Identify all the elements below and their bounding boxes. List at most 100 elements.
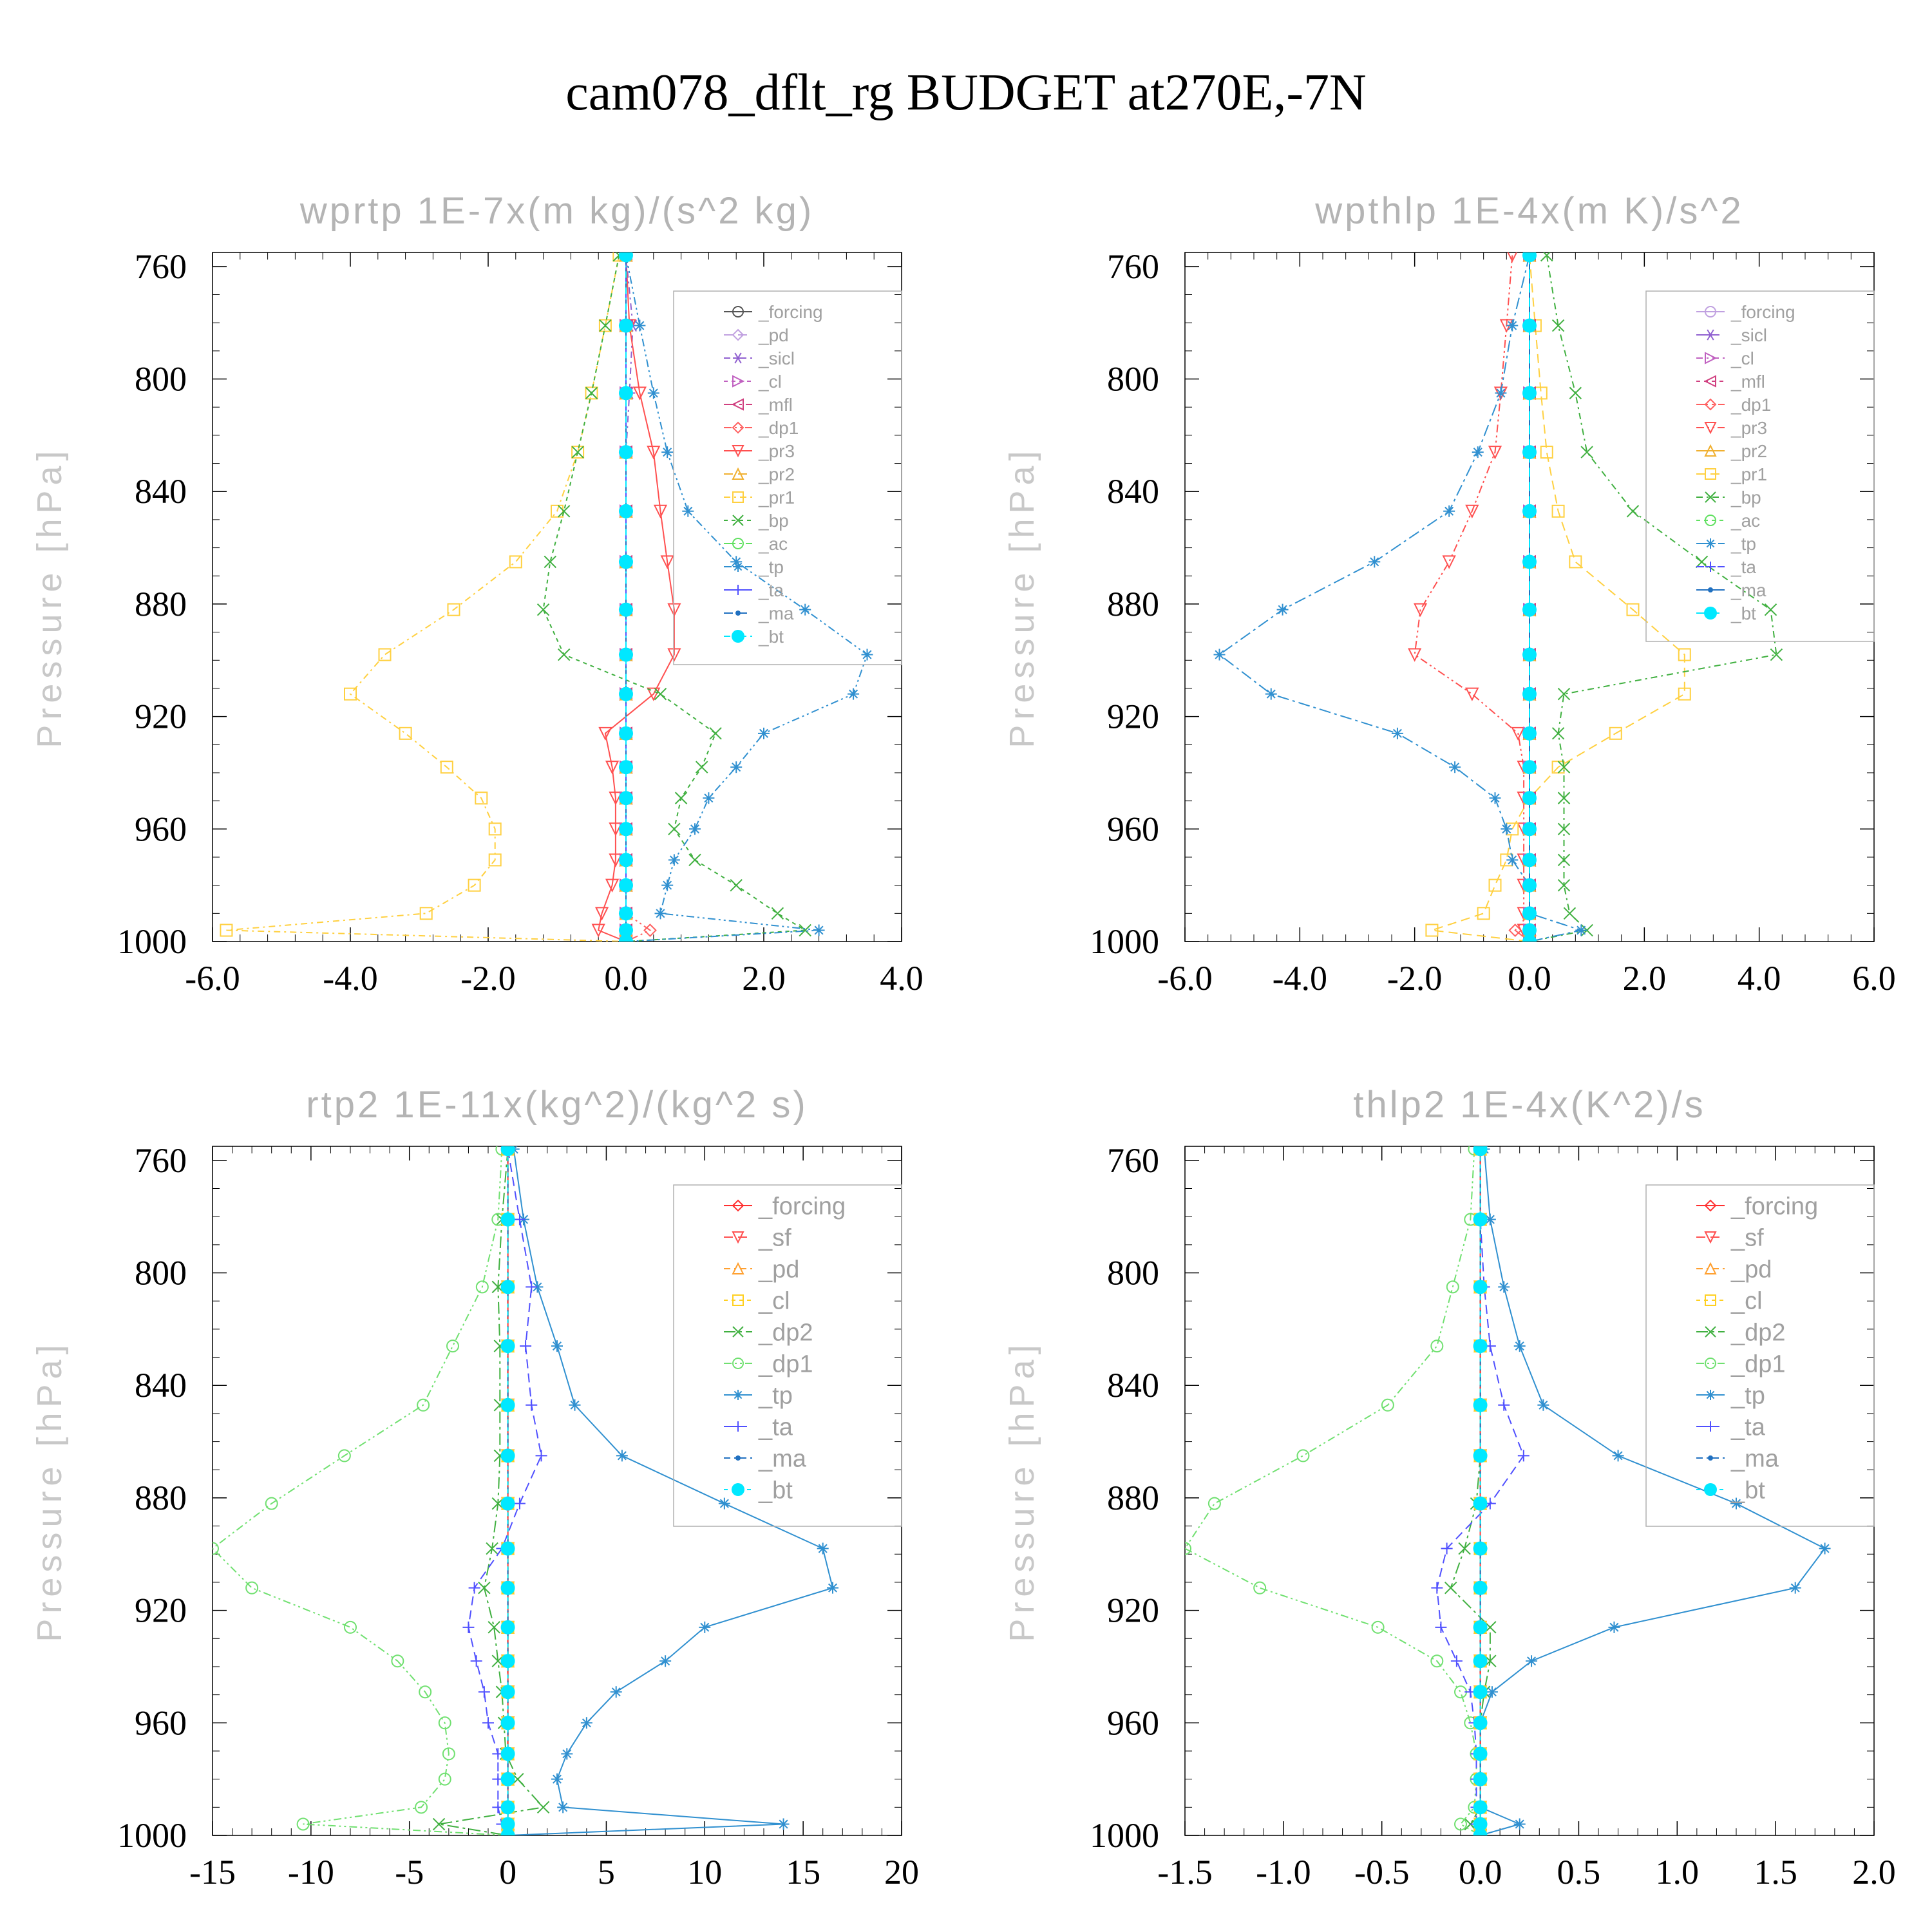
data-point_bt <box>1473 1580 1488 1595</box>
data-point_dp1 <box>391 1654 404 1668</box>
legend-label: _pr2 <box>758 464 795 484</box>
legend-label: _ac <box>1730 511 1760 531</box>
data-point_tp <box>827 1582 838 1594</box>
data-point_bt <box>1473 1817 1488 1832</box>
legend-marker <box>733 562 743 572</box>
x-tick-label: 0 <box>499 1853 516 1891</box>
legend-marker <box>1705 1358 1716 1369</box>
data-point_bt <box>1473 1620 1488 1634</box>
legend-marker <box>732 421 744 434</box>
data-point_dp2 <box>1458 1542 1471 1555</box>
data-point_tp <box>1730 1497 1742 1510</box>
data-point_pr3 <box>605 878 620 893</box>
data-point_ta <box>526 1281 538 1293</box>
data-point_dp1 <box>415 1801 428 1814</box>
data-point_tp <box>758 727 770 739</box>
legend-marker <box>1705 1390 1716 1400</box>
data-point_bp <box>674 791 688 804</box>
series_bt <box>500 1146 515 1835</box>
data-point_bp <box>557 648 571 661</box>
series_pr1 <box>1425 252 1691 942</box>
data-point_pr1 <box>399 726 412 740</box>
x-tick-label: -6.0 <box>1157 959 1212 998</box>
legend-marker <box>731 398 744 411</box>
legend-label: _dp2 <box>758 1319 813 1346</box>
series_pr3 <box>591 252 681 942</box>
legend-label: _forcing <box>758 1193 846 1220</box>
x-tick-label: 2.0 <box>742 959 786 998</box>
data-point_tp <box>1484 1213 1496 1226</box>
data-point_pr1 <box>571 446 585 459</box>
plot-area <box>213 1146 838 1835</box>
chart-title: wpthlp 1E-4x(m K)/s^2 <box>1314 190 1744 232</box>
data-point_bp <box>1764 603 1777 616</box>
series-line_bp <box>1529 255 1777 942</box>
series-line_dp2 <box>1450 1149 1491 1835</box>
data-point_dp1 <box>1508 923 1522 937</box>
data-point_pr3 <box>1465 687 1479 701</box>
x-tick-label: 0.0 <box>1459 1853 1502 1891</box>
legend-label: _cl <box>758 1287 790 1314</box>
series_dp1 <box>1508 252 1537 942</box>
data-point_bt <box>619 791 633 806</box>
data-point_bt <box>500 1620 515 1634</box>
chart-panel-3: rtp2 1E-11x(kg^2)/(kg^2 s) -15 -10 -5 0 5 10 15… <box>30 1084 919 1891</box>
series_dp1 <box>213 1146 515 1835</box>
data-point_bt <box>500 1448 515 1463</box>
data-point_pr3 <box>605 761 620 775</box>
y-tick-label: 840 <box>135 1366 187 1405</box>
data-point_pr1 <box>378 648 392 661</box>
chart-panel-1: wprtp 1E-7x(m kg)/(s^2 kg) -6.0 -4.0 -2.0 0.… <box>30 190 923 998</box>
data-point_dp1 <box>643 923 657 937</box>
data-point_bt <box>1522 760 1537 775</box>
y-tick-label: 760 <box>1107 247 1159 286</box>
data-point_bp <box>1580 446 1593 459</box>
data-point_bt <box>1522 687 1537 701</box>
data-point_bt <box>619 822 633 837</box>
y-tick-label: 960 <box>1107 810 1159 848</box>
x-tick-label: 6.0 <box>1852 959 1896 998</box>
data-point_bp <box>557 505 571 518</box>
legend-label: _ma <box>758 603 794 623</box>
legend-box <box>1645 1184 1875 1527</box>
data-point_bp <box>799 923 811 937</box>
data-point_tp <box>777 1818 790 1830</box>
legend-label: _pd <box>758 1256 799 1283</box>
x-tick-label: 0.5 <box>1557 1853 1601 1891</box>
series_ta <box>462 1146 547 1835</box>
y-tick-label: 880 <box>1107 1479 1159 1517</box>
y-tick-label: 880 <box>135 1479 187 1517</box>
data-point_dp1 <box>213 1542 219 1555</box>
legend-box <box>673 1184 902 1527</box>
data-point_dp1 <box>1430 1654 1444 1668</box>
legend-label: _bt <box>758 627 784 647</box>
data-point_bp <box>1569 386 1582 400</box>
y-tick-label: 920 <box>1107 1591 1159 1630</box>
legend-label: _pr3 <box>1730 418 1767 438</box>
x-tick-label: 1.0 <box>1656 1853 1700 1891</box>
data-point_bt <box>1522 934 1537 942</box>
data-point_pr3 <box>609 853 623 867</box>
data-point_bt <box>1522 853 1537 867</box>
data-point_bt <box>1522 791 1537 806</box>
x-tick-label: -15 <box>189 1853 236 1891</box>
data-point_bp <box>688 853 701 867</box>
data-point_tp <box>551 1340 563 1352</box>
x-tick-label: 10 <box>687 1853 722 1891</box>
data-point_bp <box>544 555 557 569</box>
series_tp <box>1474 1146 1831 1835</box>
data-point_dp1 <box>337 1449 351 1463</box>
legend-label: _cl <box>1730 1287 1763 1314</box>
series-line_tp <box>625 255 868 942</box>
x-tick-label: -6.0 <box>185 959 240 998</box>
data-point_tp <box>1501 823 1513 835</box>
data-point_tp <box>531 1281 544 1293</box>
data-point_bp <box>1626 505 1640 518</box>
data-point_pr3 <box>591 923 605 938</box>
data-point_bt <box>1522 386 1537 401</box>
data-point_ta <box>1498 1399 1510 1411</box>
x-tick-label: 2.0 <box>1623 959 1667 998</box>
data-point_bt <box>1522 878 1537 893</box>
data-point_tp <box>813 924 825 936</box>
data-point_pr1 <box>344 687 357 701</box>
